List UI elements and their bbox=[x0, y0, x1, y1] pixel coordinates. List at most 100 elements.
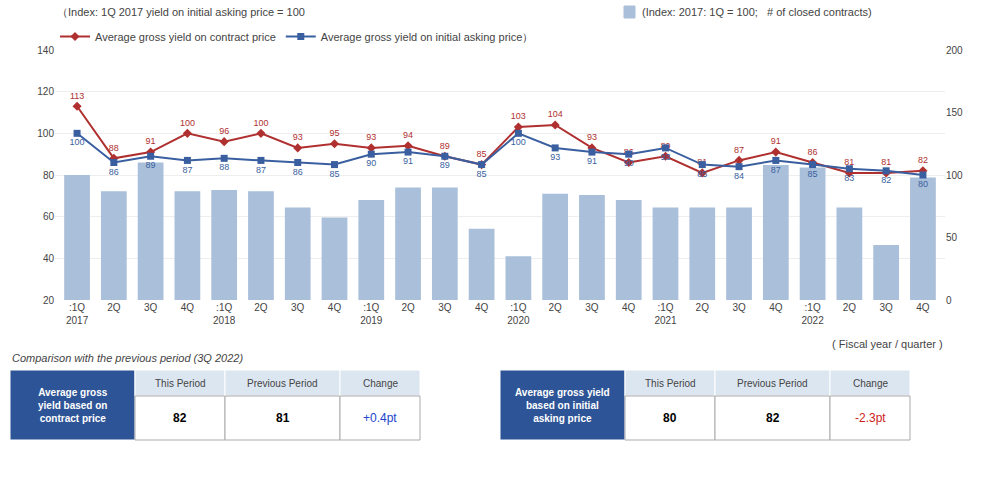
svg-text:Average gross yieldbased on in: Average gross yieldbased on initialaskin… bbox=[515, 387, 610, 424]
svg-text:81: 81 bbox=[844, 157, 854, 167]
svg-text:87: 87 bbox=[182, 165, 192, 175]
svg-text:90: 90 bbox=[366, 158, 376, 168]
svg-text:85: 85 bbox=[697, 169, 707, 179]
svg-text:87: 87 bbox=[771, 165, 781, 175]
svg-text:90: 90 bbox=[624, 158, 634, 168]
svg-text:Change: Change bbox=[363, 378, 398, 389]
svg-text:85: 85 bbox=[329, 169, 339, 179]
svg-text:88: 88 bbox=[109, 143, 119, 153]
svg-text:94: 94 bbox=[403, 130, 413, 140]
svg-text:93: 93 bbox=[366, 132, 376, 142]
svg-text:2Q: 2Q bbox=[696, 302, 710, 313]
svg-text:113: 113 bbox=[70, 91, 84, 101]
svg-text:140: 140 bbox=[37, 45, 54, 56]
svg-text:96: 96 bbox=[219, 126, 229, 136]
svg-text::1Q2022: :1Q2022 bbox=[801, 302, 824, 326]
svg-text:89: 89 bbox=[146, 160, 156, 170]
svg-text:This Period: This Period bbox=[645, 378, 696, 389]
svg-text:60: 60 bbox=[43, 211, 55, 222]
svg-text:91: 91 bbox=[146, 136, 156, 146]
svg-text:200: 200 bbox=[946, 45, 963, 56]
svg-text:2Q: 2Q bbox=[548, 302, 562, 313]
svg-text:82: 82 bbox=[881, 175, 891, 185]
svg-text:+0.4pt: +0.4pt bbox=[363, 411, 397, 425]
svg-text:This Period: This Period bbox=[155, 378, 206, 389]
svg-text:100: 100 bbox=[253, 118, 268, 128]
svg-text:( Fiscal year / quarter ): ( Fiscal year / quarter ) bbox=[832, 338, 943, 350]
svg-text:89: 89 bbox=[440, 141, 450, 151]
svg-text:-2.3pt: -2.3pt bbox=[855, 411, 886, 425]
svg-text::1Q2018: :1Q2018 bbox=[213, 302, 236, 326]
svg-text:3Q: 3Q bbox=[144, 302, 158, 313]
svg-text:100: 100 bbox=[946, 170, 963, 181]
svg-text:86: 86 bbox=[109, 167, 119, 177]
svg-text:91: 91 bbox=[403, 156, 413, 166]
svg-text:Change: Change bbox=[853, 378, 888, 389]
svg-text:Previous Period: Previous Period bbox=[737, 378, 808, 389]
svg-text:4Q: 4Q bbox=[328, 302, 342, 313]
svg-text:100: 100 bbox=[180, 118, 195, 128]
svg-text:82: 82 bbox=[173, 411, 187, 425]
svg-text:91: 91 bbox=[587, 156, 597, 166]
svg-text:4Q: 4Q bbox=[769, 302, 783, 313]
svg-text:104: 104 bbox=[548, 109, 563, 119]
svg-text::1Q2020: :1Q2020 bbox=[507, 302, 530, 326]
svg-text::1Q2019: :1Q2019 bbox=[360, 302, 383, 326]
svg-text:(Index: 2017: 1Q = 100; # of: (Index: 2017: 1Q = 100; # of closed cont… bbox=[642, 6, 872, 18]
svg-text:2Q: 2Q bbox=[254, 302, 268, 313]
svg-text:82: 82 bbox=[918, 155, 928, 165]
svg-text:2Q: 2Q bbox=[107, 302, 121, 313]
svg-text:20: 20 bbox=[43, 295, 55, 306]
svg-text:3Q: 3Q bbox=[879, 302, 893, 313]
svg-text:85: 85 bbox=[808, 169, 818, 179]
svg-text:3Q: 3Q bbox=[291, 302, 305, 313]
svg-text:120: 120 bbox=[37, 86, 54, 97]
svg-text:81: 81 bbox=[881, 157, 891, 167]
svg-text:Average gross yield on initial: Average gross yield on initial asking pr… bbox=[321, 31, 534, 43]
svg-text:4Q: 4Q bbox=[622, 302, 636, 313]
svg-text:2Q: 2Q bbox=[401, 302, 415, 313]
svg-text:87: 87 bbox=[256, 165, 266, 175]
svg-text:0: 0 bbox=[946, 295, 952, 306]
svg-text:86: 86 bbox=[293, 167, 303, 177]
svg-text:89: 89 bbox=[440, 160, 450, 170]
svg-text:100: 100 bbox=[37, 128, 54, 139]
svg-text:93: 93 bbox=[550, 152, 560, 162]
svg-text:85: 85 bbox=[477, 149, 487, 159]
svg-text:Previous Period: Previous Period bbox=[247, 378, 318, 389]
svg-text:93: 93 bbox=[587, 132, 597, 142]
svg-text:100: 100 bbox=[511, 137, 526, 147]
svg-text:91: 91 bbox=[771, 136, 781, 146]
svg-text:50: 50 bbox=[946, 232, 958, 243]
svg-text:86: 86 bbox=[808, 147, 818, 157]
svg-text:82: 82 bbox=[766, 411, 780, 425]
svg-text:3Q: 3Q bbox=[438, 302, 452, 313]
svg-text:Average gross yield on contrac: Average gross yield on contract price bbox=[95, 31, 276, 43]
svg-text:100: 100 bbox=[70, 137, 85, 147]
svg-text::1Q2021: :1Q2021 bbox=[654, 302, 677, 326]
svg-text:2Q: 2Q bbox=[843, 302, 857, 313]
svg-text:81: 81 bbox=[697, 157, 707, 167]
svg-text:3Q: 3Q bbox=[732, 302, 746, 313]
svg-text:150: 150 bbox=[946, 107, 963, 118]
svg-text:80: 80 bbox=[43, 170, 55, 181]
svg-text:95: 95 bbox=[329, 128, 339, 138]
svg-text:93: 93 bbox=[660, 152, 670, 162]
svg-text:4Q: 4Q bbox=[916, 302, 930, 313]
svg-text:87: 87 bbox=[734, 145, 744, 155]
svg-text:84: 84 bbox=[734, 171, 744, 181]
svg-text:3Q: 3Q bbox=[585, 302, 599, 313]
svg-text:89: 89 bbox=[660, 141, 670, 151]
svg-text:40: 40 bbox=[43, 253, 55, 264]
svg-text:103: 103 bbox=[511, 111, 526, 121]
svg-text:Average grossyield based oncon: Average grossyield based oncontract pric… bbox=[38, 387, 108, 424]
svg-text:85: 85 bbox=[477, 169, 487, 179]
svg-text:81: 81 bbox=[276, 411, 290, 425]
svg-text:86: 86 bbox=[624, 147, 634, 157]
svg-text:80: 80 bbox=[663, 411, 677, 425]
svg-text:Comparison with the previous p: Comparison with the previous period (3Q … bbox=[12, 352, 243, 364]
svg-text:93: 93 bbox=[293, 132, 303, 142]
svg-text:（Index: 1Q 2017 yield on initi: （Index: 1Q 2017 yield on initial asking … bbox=[57, 6, 305, 18]
svg-text:88: 88 bbox=[219, 162, 229, 172]
svg-text:4Q: 4Q bbox=[475, 302, 489, 313]
